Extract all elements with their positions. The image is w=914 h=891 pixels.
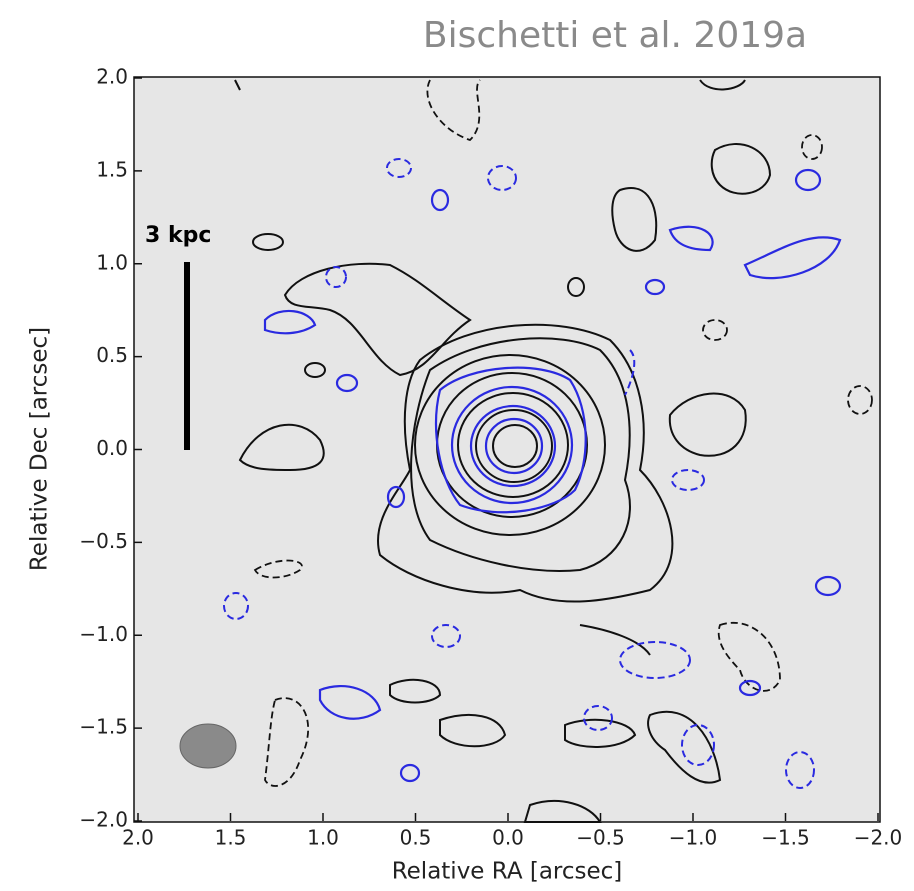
x-tick-label: −1.5 bbox=[761, 826, 810, 850]
x-tick-label: 1.5 bbox=[215, 826, 247, 850]
x-tick-label: −1.0 bbox=[669, 826, 718, 850]
y-tick-label: −2.0 bbox=[79, 808, 128, 832]
y-tick-label: 0.0 bbox=[96, 436, 128, 460]
y-axis-label: Relative Dec [arcsec] bbox=[27, 327, 53, 571]
x-tick-label: −0.5 bbox=[576, 826, 625, 850]
y-tick-label: −1.0 bbox=[79, 622, 128, 646]
citation: Bischetti et al. 2019a bbox=[423, 15, 807, 56]
y-tick-label: 0.5 bbox=[96, 343, 128, 367]
scale-label: 3 kpc bbox=[145, 223, 211, 248]
x-tick-label: −2.0 bbox=[854, 826, 903, 850]
x-axis-label: Relative RA [arcsec] bbox=[392, 859, 623, 885]
x-tick-label: 0.0 bbox=[492, 826, 524, 850]
edge-mask bbox=[880, 100, 914, 740]
figure: Bischetti et al. 2019a bbox=[0, 0, 914, 891]
y-tick-label: −0.5 bbox=[79, 529, 128, 553]
y-tick-label: 1.5 bbox=[96, 157, 128, 181]
y-tick-label: 2.0 bbox=[96, 65, 128, 89]
beam bbox=[180, 724, 236, 768]
x-tick-label: 0.5 bbox=[400, 826, 432, 850]
y-tick-label: −1.5 bbox=[79, 715, 128, 739]
y-tick-label: 1.0 bbox=[96, 250, 128, 274]
x-tick-label: 1.0 bbox=[307, 826, 339, 850]
